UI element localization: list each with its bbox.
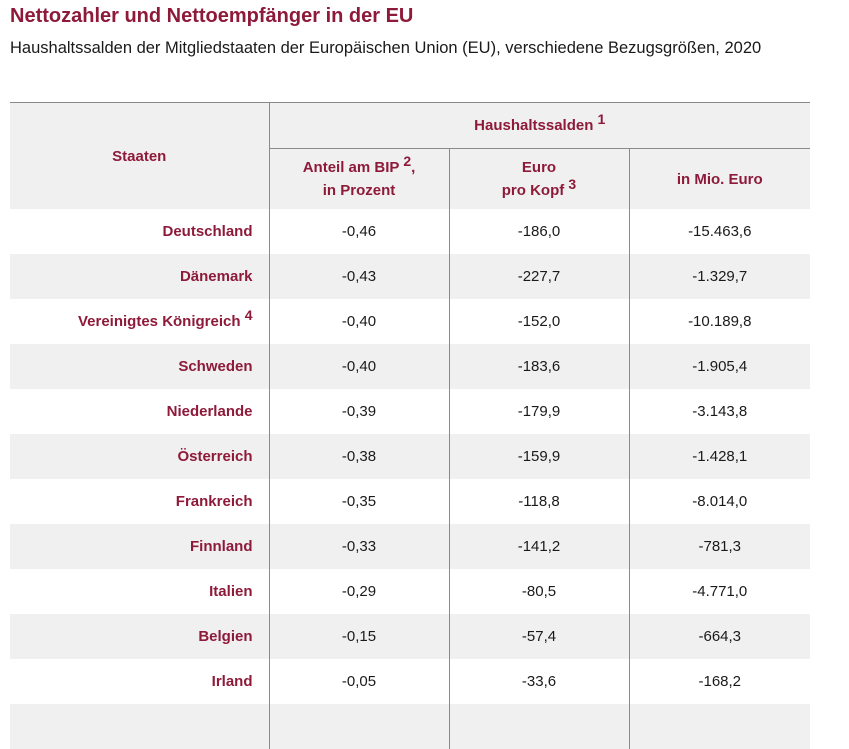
cell-country: Vereinigtes Königreich 4: [10, 299, 269, 344]
page-subtitle: Haushaltssalden der Mitgliedstaaten der …: [10, 39, 762, 57]
cell-bip: -0,33: [268, 524, 449, 569]
cell-bip: -0,29: [268, 569, 449, 614]
cell-country: Irland: [10, 659, 269, 704]
cell-kopf: -186,0: [448, 209, 629, 254]
cell-mio: -1.428,1: [628, 434, 811, 479]
kopf-label-line2: pro Kopf: [501, 182, 565, 199]
table-row: Dänemark -0,43 -227,7 -1.329,7: [10, 254, 811, 299]
cell-mio: -10.189,8: [628, 299, 811, 344]
staaten-label: Staaten: [112, 147, 167, 165]
cell-country: Schweden: [10, 344, 269, 389]
bip-footnote: 2: [403, 153, 412, 169]
cell-mio: [628, 704, 811, 749]
cell-bip: -0,39: [268, 389, 449, 434]
table-row: Irland -0,05 -33,6 -168,2: [10, 659, 811, 704]
cell-bip: -0,15: [268, 614, 449, 659]
cell-bip: -0,43: [268, 254, 449, 299]
table-row: Vereinigtes Königreich 4 -0,40 -152,0 -1…: [10, 299, 811, 344]
cell-mio: -1.905,4: [628, 344, 811, 389]
cell-mio: -664,3: [628, 614, 811, 659]
table-row: Finnland -0,33 -141,2 -781,3: [10, 524, 811, 569]
cell-kopf: -183,6: [448, 344, 629, 389]
country-name: Frankreich: [175, 493, 253, 510]
country-footnote: 4: [244, 307, 253, 323]
cell-bip: -0,35: [268, 479, 449, 524]
country-name: Vereinigtes Königreich: [77, 313, 241, 330]
cell-bip: -0,40: [268, 299, 449, 344]
table-row: Belgien -0,15 -57,4 -664,3: [10, 614, 811, 659]
cell-country: Italien: [10, 569, 269, 614]
cell-country: [10, 704, 269, 749]
header-row-2: Anteil am BIP 2, in Prozent Euro pro Kopf …: [10, 148, 811, 209]
cell-country: Finnland: [10, 524, 269, 569]
group-label: Haushaltssalden: [474, 117, 594, 134]
bip-label-line2: in Prozent: [322, 182, 396, 199]
cell-mio: -168,2: [628, 659, 811, 704]
table-row: Niederlande -0,39 -179,9 -3.143,8: [10, 389, 811, 434]
cell-mio: -1.329,7: [628, 254, 811, 299]
cell-kopf: -227,7: [448, 254, 629, 299]
table-row: Deutschland -0,46 -186,0 -15.463,6: [10, 209, 811, 254]
country-name: Dänemark: [179, 268, 253, 285]
cell-country: Frankreich: [10, 479, 269, 524]
kopf-label-line1: Euro: [521, 159, 557, 176]
country-name: Italien: [209, 583, 253, 600]
country-name: Deutschland: [162, 223, 253, 240]
country-name: Finnland: [190, 538, 253, 555]
cell-country: Österreich: [10, 434, 269, 479]
page-title: Nettozahler und Nettoempfänger in der EU: [10, 5, 414, 27]
cell-mio: -15.463,6: [628, 209, 811, 254]
column-header-bip: Anteil am BIP 2, in Prozent: [268, 148, 449, 209]
cell-kopf: -179,9: [448, 389, 629, 434]
group-footnote: 1: [597, 111, 606, 127]
cell-kopf: -118,8: [448, 479, 629, 524]
cell-kopf: -57,4: [448, 614, 629, 659]
country-name: Österreich: [177, 448, 253, 465]
cell-bip: -0,46: [268, 209, 449, 254]
bip-label-line1: Anteil am BIP: [302, 159, 400, 176]
cell-bip: -0,38: [268, 434, 449, 479]
column-group-haushaltssalden: Haushaltssalden 1: [268, 102, 811, 149]
cell-mio: -781,3: [628, 524, 811, 569]
table-row: Schweden -0,40 -183,6 -1.905,4: [10, 344, 811, 389]
table-row: Österreich -0,38 -159,9 -1.428,1: [10, 434, 811, 479]
country-name: Belgien: [198, 628, 253, 645]
table-body: Deutschland -0,46 -186,0 -15.463,6 Dänem…: [10, 209, 811, 749]
column-header-staaten: Staaten: [10, 102, 269, 209]
table-row: Italien -0,29 -80,5 -4.771,0: [10, 569, 811, 614]
cell-kopf: -159,9: [448, 434, 629, 479]
cell-mio: -8.014,0: [628, 479, 811, 524]
data-table: Staaten Haushaltssalden 1 Anteil am BIP …: [10, 102, 811, 749]
cell-bip: -0,40: [268, 344, 449, 389]
mio-label: in Mio. Euro: [676, 170, 763, 188]
country-name: Niederlande: [166, 403, 253, 420]
bip-comma: ,: [411, 159, 416, 176]
column-header-mio: in Mio. Euro: [628, 148, 811, 209]
country-name: Irland: [211, 673, 253, 690]
kopf-footnote: 3: [568, 176, 577, 192]
cell-bip: [268, 704, 449, 749]
cell-country: Belgien: [10, 614, 269, 659]
cell-kopf: -80,5: [448, 569, 629, 614]
country-name: Schweden: [178, 358, 253, 375]
table-row: Frankreich -0,35 -118,8 -8.014,0: [10, 479, 811, 524]
cell-country: Niederlande: [10, 389, 269, 434]
cell-kopf: -33,6: [448, 659, 629, 704]
cell-kopf: -152,0: [448, 299, 629, 344]
cell-kopf: -141,2: [448, 524, 629, 569]
cell-country: Deutschland: [10, 209, 269, 254]
cell-country: Dänemark: [10, 254, 269, 299]
header-row-1: Staaten Haushaltssalden 1: [10, 102, 811, 209]
cell-kopf: [448, 704, 629, 749]
cell-mio: -4.771,0: [628, 569, 811, 614]
cell-bip: -0,05: [268, 659, 449, 704]
cell-mio: -3.143,8: [628, 389, 811, 434]
column-header-kopf: Euro pro Kopf 3: [448, 148, 629, 209]
table-row-partial: [10, 704, 811, 749]
